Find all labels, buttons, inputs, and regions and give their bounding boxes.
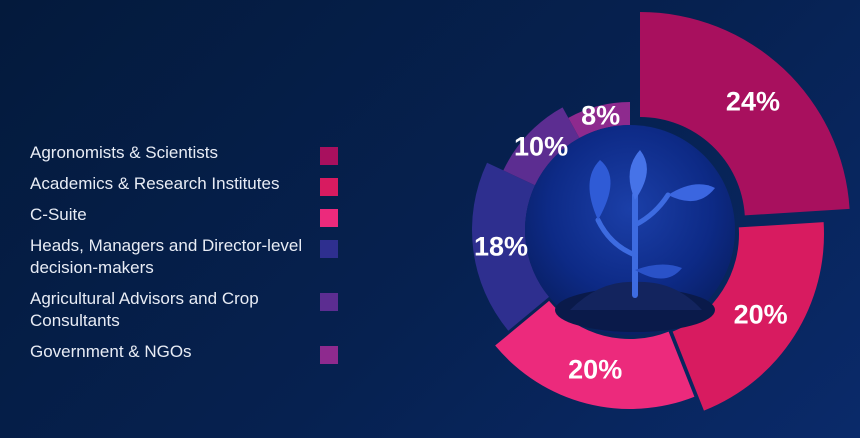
donut-chart: 24% 20% 20% 18% 10% 8% <box>472 12 850 411</box>
legend-swatch <box>320 147 338 165</box>
donut-slice <box>568 102 630 138</box>
slice-value-label: 24% <box>726 87 780 117</box>
legend-label: C-Suite <box>30 205 87 224</box>
legend-item-c-suite: C-Suite <box>30 204 350 227</box>
donut-slice <box>672 222 824 411</box>
donut-slice <box>640 12 850 216</box>
slices-group <box>472 12 850 411</box>
legend-label: Agronomists & Scientists <box>30 143 219 162</box>
donut-slice <box>495 300 695 409</box>
slice-labels-group: 24% 20% 20% 18% 10% 8% <box>474 87 788 385</box>
center-image <box>525 125 735 335</box>
legend-swatch <box>320 178 338 196</box>
center-circle <box>525 125 735 335</box>
legend-item-academics: Academics & Research Institutes <box>30 173 350 196</box>
chart-legend: Agronomists & Scientists Academics & Res… <box>30 142 350 372</box>
slice-value-label: 10% <box>514 131 568 161</box>
seedling-icon <box>555 150 715 332</box>
slice-value-label: 20% <box>568 355 622 385</box>
legend-item-agronomists: Agronomists & Scientists <box>30 142 350 165</box>
legend-label: Academics & Research Institutes <box>30 174 280 193</box>
legend-item-advisors: Agricultural Advisors and Crop Consultan… <box>30 288 350 332</box>
donut-slice <box>503 107 580 186</box>
slice-value-label: 18% <box>474 231 528 261</box>
legend-swatch <box>320 209 338 227</box>
legend-item-heads-managers: Heads, Managers and Director-level decis… <box>30 235 350 279</box>
donut-slice <box>472 162 550 331</box>
legend-item-government: Government & NGOs <box>30 341 350 364</box>
legend-swatch <box>320 240 338 258</box>
slice-value-label: 20% <box>734 299 788 329</box>
legend-swatch <box>320 346 338 364</box>
legend-label: Heads, Managers and Director-level decis… <box>30 236 303 277</box>
legend-label: Government & NGOs <box>30 342 192 361</box>
legend-swatch <box>320 293 338 311</box>
legend-label: Agricultural Advisors and Crop Consultan… <box>30 289 259 330</box>
slice-value-label: 8% <box>581 101 620 131</box>
